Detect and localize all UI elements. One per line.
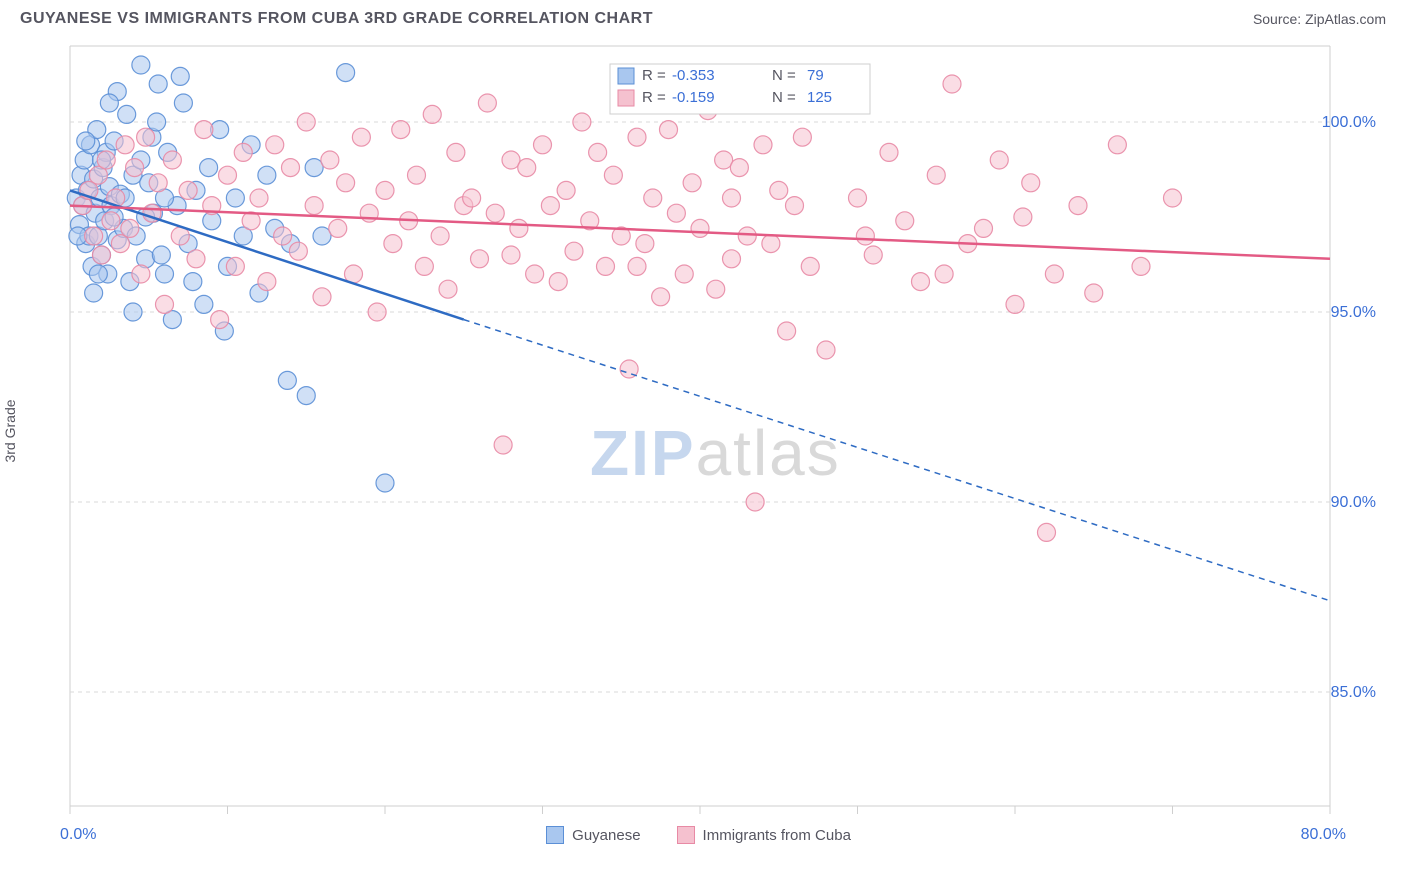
chart-header: GUYANESE VS IMMIGRANTS FROM CUBA 3RD GRA… [0,0,1406,36]
svg-text:85.0%: 85.0% [1331,684,1376,701]
legend: Guyanese Immigrants from Cuba [546,826,851,844]
svg-text:100.0%: 100.0% [1322,114,1376,131]
svg-text:90.0%: 90.0% [1331,494,1376,511]
svg-text:-0.353: -0.353 [672,67,715,84]
x-axis-row: 0.0% Guyanese Immigrants from Cuba 80.0% [0,826,1406,844]
legend-item: Immigrants from Cuba [677,826,851,844]
svg-text:95.0%: 95.0% [1331,304,1376,321]
legend-swatch [677,826,695,844]
chart-source: Source: ZipAtlas.com [1253,11,1386,27]
x-axis-end-label: 80.0% [1301,826,1346,844]
svg-text:-0.159: -0.159 [672,89,715,106]
legend-item: Guyanese [546,826,640,844]
svg-text:125: 125 [807,89,832,106]
svg-text:N =: N = [772,89,796,106]
chart-title: GUYANESE VS IMMIGRANTS FROM CUBA 3RD GRA… [20,10,653,28]
svg-text:N =: N = [772,67,796,84]
y-axis-label: 3rd Grade [2,399,18,462]
svg-text:R =: R = [642,67,666,84]
legend-swatch [546,826,564,844]
legend-label: Immigrants from Cuba [703,827,851,844]
x-axis-start-label: 0.0% [60,826,96,844]
scatter-chart: 85.0% 90.0% 95.0% 100.0% R = -0.353 N = 79 R = -0… [20,36,1386,826]
chart-area: 3rd Grade 85.0%90.0%95.0%100.0%R =-0.353… [20,36,1386,826]
svg-text:79: 79 [807,67,824,84]
legend-label: Guyanese [572,827,640,844]
svg-text:R =: R = [642,89,666,106]
